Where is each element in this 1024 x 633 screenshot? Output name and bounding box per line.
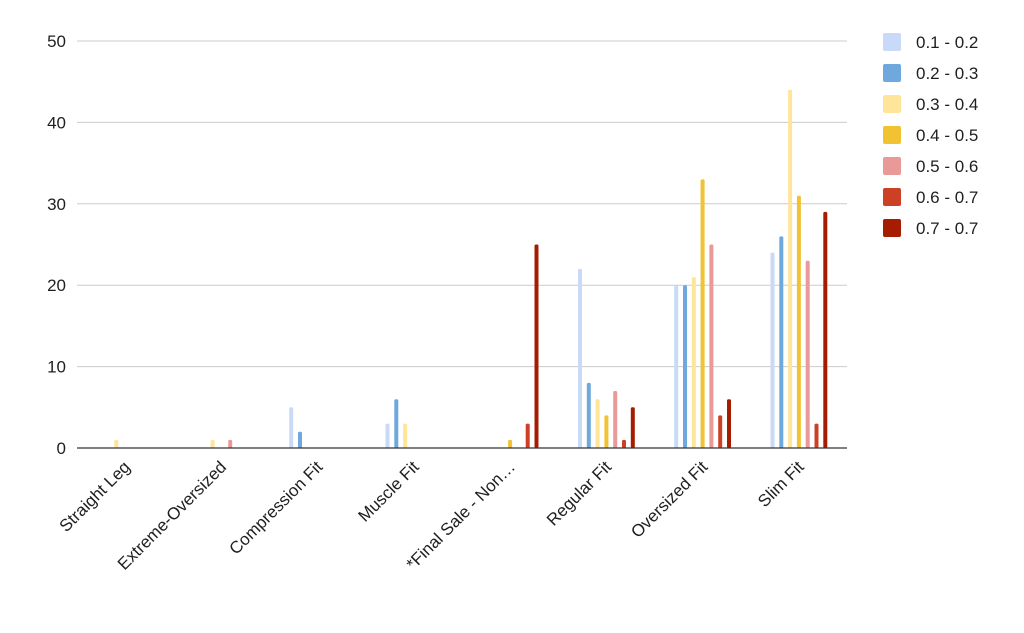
y-axis-tick-labels: 0 10 20 30 40 50 bbox=[47, 32, 66, 458]
x-tick-label: Muscle Fit bbox=[354, 457, 422, 525]
bar bbox=[814, 423, 819, 448]
legend-item: 0.6 - 0.7 bbox=[883, 188, 978, 207]
legend-item: 0.7 - 0.7 bbox=[883, 219, 978, 238]
x-tick-label: Slim Fit bbox=[754, 457, 808, 511]
legend-swatch bbox=[883, 157, 901, 175]
legend-label: 0.5 - 0.6 bbox=[916, 157, 978, 176]
bar bbox=[700, 179, 705, 448]
bar bbox=[788, 89, 793, 449]
bar bbox=[622, 439, 626, 448]
bar bbox=[691, 277, 696, 448]
bar bbox=[709, 244, 714, 448]
x-tick-label: *Final Sale - Non… bbox=[403, 457, 519, 573]
bars bbox=[114, 89, 828, 449]
bar bbox=[289, 407, 294, 448]
legend-item: 0.1 - 0.2 bbox=[883, 33, 978, 52]
legend-item: 0.5 - 0.6 bbox=[883, 157, 978, 176]
legend-item: 0.2 - 0.3 bbox=[883, 64, 978, 83]
legend-item: 0.4 - 0.5 bbox=[883, 126, 978, 145]
bar bbox=[727, 399, 731, 448]
bar bbox=[595, 399, 600, 448]
bar bbox=[403, 423, 408, 448]
legend: 0.1 - 0.2 0.2 - 0.3 0.3 - 0.4 0.4 - 0.5 0.5 … bbox=[883, 33, 978, 238]
x-tick-label: Regular Fit bbox=[543, 457, 615, 529]
y-tick-label: 0 bbox=[57, 439, 66, 458]
bar bbox=[674, 285, 679, 448]
legend-swatch bbox=[883, 126, 901, 144]
bar bbox=[210, 439, 215, 448]
legend-swatch bbox=[883, 219, 901, 237]
bar bbox=[508, 439, 513, 448]
legend-label: 0.6 - 0.7 bbox=[916, 188, 978, 207]
y-tick-label: 50 bbox=[47, 32, 66, 51]
legend-label: 0.2 - 0.3 bbox=[916, 64, 978, 83]
bar bbox=[604, 415, 609, 448]
bar bbox=[805, 260, 810, 448]
legend-swatch bbox=[883, 64, 901, 82]
bar bbox=[586, 382, 591, 448]
bar bbox=[683, 285, 687, 448]
bar bbox=[796, 195, 801, 448]
legend-swatch bbox=[883, 95, 901, 113]
bar bbox=[578, 268, 582, 448]
bar bbox=[298, 431, 302, 448]
bar bbox=[394, 399, 399, 448]
bar bbox=[228, 439, 233, 448]
legend-swatch bbox=[883, 188, 901, 206]
x-tick-label: Oversized Fit bbox=[627, 457, 711, 541]
legend-label: 0.7 - 0.7 bbox=[916, 219, 978, 238]
legend-label: 0.1 - 0.2 bbox=[916, 33, 978, 52]
bar bbox=[114, 439, 119, 448]
bar bbox=[525, 423, 530, 448]
bar bbox=[630, 407, 635, 448]
bar bbox=[823, 211, 828, 448]
legend-item: 0.3 - 0.4 bbox=[883, 95, 978, 114]
legend-label: 0.3 - 0.4 bbox=[916, 95, 978, 114]
x-tick-label: Extreme-Oversized bbox=[114, 457, 230, 573]
legend-label: 0.4 - 0.5 bbox=[916, 126, 978, 145]
y-tick-label: 40 bbox=[47, 113, 66, 132]
gridlines bbox=[77, 40, 847, 368]
x-tick-label: Compression Fit bbox=[226, 457, 327, 558]
bar bbox=[770, 252, 775, 448]
bar bbox=[613, 391, 618, 448]
y-tick-label: 20 bbox=[47, 276, 66, 295]
legend-swatch bbox=[883, 33, 901, 51]
bar bbox=[718, 415, 723, 448]
bar bbox=[385, 423, 390, 448]
bar bbox=[534, 244, 539, 448]
x-tick-label: Straight Leg bbox=[56, 457, 134, 535]
bar bbox=[779, 236, 784, 448]
y-tick-label: 10 bbox=[47, 358, 66, 377]
y-tick-label: 30 bbox=[47, 195, 66, 214]
x-axis-tick-labels: Straight LegExtreme-OversizedCompression… bbox=[56, 457, 808, 574]
